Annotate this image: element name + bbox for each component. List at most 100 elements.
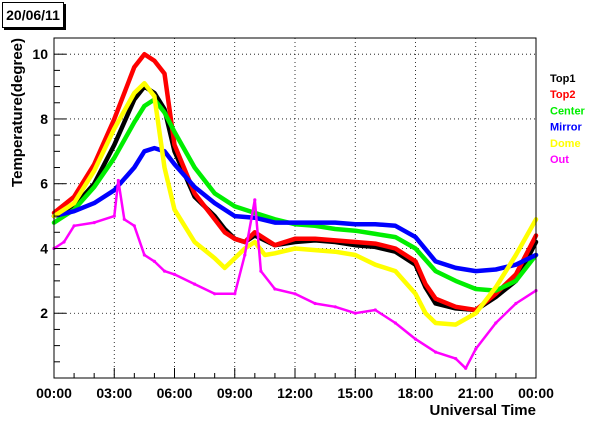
data-point: [142, 253, 146, 257]
data-point: [162, 72, 167, 76]
data-point: [152, 94, 156, 98]
legend-entry-top1: Top1: [550, 73, 575, 85]
data-point: [373, 232, 377, 236]
data-point: [454, 266, 458, 270]
data-point: [514, 301, 518, 306]
data-point: [434, 297, 438, 301]
data-point: [393, 224, 397, 228]
data-point: [223, 230, 227, 234]
data-point: [112, 117, 116, 121]
data-point: [273, 243, 277, 247]
data-point: [353, 253, 357, 257]
legend-entry-center: Center: [550, 105, 586, 117]
data-point: [112, 214, 116, 218]
data-point: [514, 272, 518, 276]
data-point: [454, 279, 458, 283]
data-point: [514, 279, 518, 283]
data-point: [373, 263, 377, 267]
data-point: [92, 169, 96, 173]
data-point: [413, 292, 418, 296]
data-point: [172, 208, 177, 212]
x-axis-label: Universal Time: [430, 402, 536, 419]
data-point: [263, 253, 267, 257]
data-point: [423, 282, 428, 286]
data-point: [434, 321, 438, 325]
data-point: [223, 266, 227, 270]
data-point: [373, 308, 377, 312]
data-point: [423, 311, 428, 315]
data-point: [243, 253, 247, 257]
data-point: [233, 256, 237, 260]
data-point: [494, 321, 498, 325]
data-point: [142, 52, 146, 56]
data-point: [313, 221, 317, 225]
data-point: [233, 292, 237, 296]
data-point: [112, 156, 116, 160]
data-point: [393, 269, 397, 273]
data-point: [193, 240, 197, 244]
legend-entry-dome: Dome: [550, 138, 581, 150]
data-point: [333, 238, 337, 242]
data-point: [353, 240, 357, 244]
x-tick-label: 21:00: [458, 385, 494, 401]
data-point: [92, 201, 96, 205]
series-line-center: [51, 97, 539, 293]
data-point: [413, 246, 418, 251]
data-point: [172, 130, 177, 134]
data-point: [213, 201, 217, 205]
series-out: [52, 178, 538, 370]
data-point: [333, 221, 337, 225]
data-point: [514, 253, 518, 257]
y-tick-label: 6: [40, 176, 48, 192]
data-point: [313, 301, 317, 306]
data-point: [233, 214, 237, 218]
data-point: [213, 292, 217, 296]
data-point: [353, 243, 357, 247]
data-point: [353, 311, 357, 315]
data-point: [152, 259, 156, 263]
data-point: [393, 235, 397, 239]
data-point: [293, 292, 297, 296]
data-point: [72, 209, 76, 213]
axis-ticks: 00:00 03:00 06:00 09:00 12:00 15:00 18:00 21:00…: [32, 46, 554, 401]
data-point: [494, 285, 498, 289]
legend-entry-out: Out: [550, 154, 569, 166]
data-point: [132, 224, 136, 228]
data-point: [92, 185, 96, 189]
data-point: [494, 292, 498, 296]
data-point: [474, 287, 478, 291]
data-point: [333, 250, 337, 254]
legend: Top1 Top2 Center Mirror Dome Out: [550, 73, 586, 166]
data-point: [193, 185, 197, 189]
y-tick-label: 4: [40, 240, 48, 256]
data-point: [112, 188, 116, 192]
data-point: [494, 267, 498, 272]
data-point: [313, 224, 317, 228]
data-point: [213, 256, 217, 260]
data-point: [253, 240, 257, 244]
legend-entry-mirror: Mirror: [550, 122, 583, 134]
data-point: [142, 81, 146, 85]
x-tick-label: 18:00: [398, 385, 434, 401]
data-point: [253, 230, 257, 234]
data-point: [142, 104, 146, 108]
data-point: [393, 321, 397, 325]
data-point: [132, 91, 136, 95]
legend-entry-top2: Top2: [550, 89, 575, 101]
data-point: [193, 165, 197, 170]
data-point: [313, 248, 317, 252]
data-point: [243, 240, 247, 244]
data-point: [273, 287, 277, 291]
data-point: [474, 311, 478, 315]
data-point: [112, 143, 116, 147]
data-point: [454, 305, 458, 309]
date-label: 20/06/11: [2, 2, 64, 28]
data-point: [413, 235, 418, 239]
data-point: [142, 149, 146, 153]
x-tick-label: 15:00: [337, 385, 373, 401]
x-tick-label: 00:00: [36, 385, 72, 401]
data-point: [162, 165, 167, 170]
data-point: [72, 201, 76, 205]
data-point: [132, 165, 136, 170]
